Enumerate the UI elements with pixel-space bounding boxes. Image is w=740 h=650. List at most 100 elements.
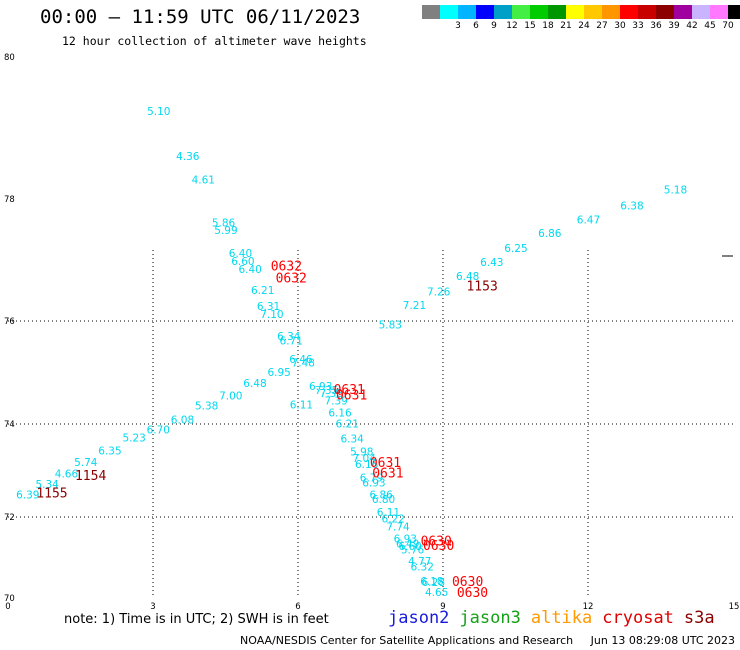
satellite-name: altika [530,608,593,628]
wave-height-value: 5.38 [195,401,218,413]
wave-height-value: 6.16 [355,459,379,471]
wave-height-value: 7.26 [427,286,451,298]
legend-swatch [512,5,530,19]
pass-time-label: 0631 [334,383,365,398]
legend-label: 12 [506,21,518,31]
wave-height-value: 6.32 [411,561,434,573]
satellite-name: jason2 [388,608,450,628]
wave-height-value: 5.99 [214,225,237,237]
legend-label: 30 [614,21,626,31]
wave-height-value: 6.71 [280,336,303,348]
legend-label: 42 [686,21,698,31]
legend-swatch [674,5,692,19]
wave-height-value: 6.93 [309,381,332,393]
wave-height-value: 6.21 [251,285,274,297]
legend-swatch [584,5,602,19]
wave-height-value: 7.00 [219,390,242,402]
wave-height-value: 6.22 [382,514,405,526]
wave-height-value: 7.74 [386,521,410,533]
legend-swatch [458,5,476,19]
wave-height-value: 4.36 [176,151,200,163]
wave-height-value: 6.35 [98,446,121,458]
legend-label: 33 [632,21,644,31]
pass-time-labels: 0632063206310631063106310630063006300630… [36,259,497,600]
satellite-name: s3a [683,608,715,628]
legend-swatch [530,5,548,19]
wave-height-value: 6.25 [504,243,527,255]
wave-height-value: 6.70 [147,424,170,436]
lat-tick-label: 78 [4,195,15,205]
wave-height-value: 6.49 [396,538,419,550]
wave-height-value: 6.08 [171,414,194,426]
wave-height-value: 5.76 [401,544,425,556]
wave-height-value: 6.60 [231,256,254,268]
legend-label: 36 [650,21,662,31]
legend-label: 18 [542,21,554,31]
wave-height-value: 6.11 [377,507,400,519]
wave-height-value: 6.40 [229,248,252,260]
wave-height-value: 5.18 [664,184,687,196]
legend-label: 27 [596,21,608,31]
lat-tick-label: 76 [4,317,15,327]
legend-swatch [620,5,638,19]
wave-height-value: 6.95 [267,367,290,379]
pass-time-label: 0631 [370,456,401,471]
pass-time-label: 1153 [466,280,497,295]
page-title: 00:00 – 11:59 UTC 06/11/2023 [40,6,361,28]
wave-height-value: 7.38 [320,388,343,400]
satellite-legend: jason2 jason3 altika cryosat s3a [388,608,725,628]
wave-height-value: 7.04 [353,453,377,465]
legend-swatch [710,5,728,19]
wave-height-value: 5.83 [379,320,402,332]
satellite-name: cryosat [602,608,674,628]
wave-height-value: 5.34 [35,479,59,491]
wave-height-value: 6.86 [369,489,393,501]
legend-swatch [692,5,710,19]
legend-swatch [476,5,494,19]
wave-height-value: 7.48 [292,357,315,369]
legend-label: 15 [524,21,536,31]
lat-tick-label: 74 [4,420,15,430]
legend-swatch [422,5,440,19]
legend-swatches [422,5,740,19]
wave-height-value: 5.74 [74,457,98,469]
wave-height-value: 6.21 [336,419,359,431]
lon-tick-label: 6 [295,602,300,612]
wave-height-value: 6.48 [456,271,479,283]
wave-height-value: 6.86 [538,228,562,240]
wave-height-value: 6.18 [420,576,443,588]
map-axis-labels: 80 78 76 74 72 700 3 6 9 12 15 [4,53,739,612]
legend-swatch [602,5,620,19]
wave-height-value: 6.93 [394,534,417,546]
legend-swatch [566,5,584,19]
legend-label: 39 [668,21,680,31]
wave-height-value: 6.34 [277,331,301,343]
wave-height-value: 6.11 [290,400,313,412]
timestamp: Jun 13 08:29:08 UTC 2023 [590,634,736,647]
footnote: note: 1) Time is in UTC; 2) SWH is in fe… [64,612,329,627]
wave-height-value: 6.80 [372,494,395,506]
lat-tick-label: 70 [4,594,15,604]
legend-label: 70 [722,21,734,31]
lat-tick-label: 72 [4,513,15,523]
pass-time-label: 0630 [457,586,488,601]
lon-tick-label: 15 [729,602,740,612]
wave-height-value: 6.16 [328,407,352,419]
pass-time-label: 1155 [36,486,67,501]
wave-height-value: 6.93 [362,477,385,489]
legend-swatch [728,5,740,19]
wave-height-value: 6.34 [340,434,364,446]
wave-height-value: 5.23 [122,433,145,445]
wave-height-value: 5.10 [147,106,170,118]
lon-tick-label: 9 [440,602,445,612]
wave-height-value: 6.48 [243,378,266,390]
lat-tick-label: 80 [4,53,15,63]
satellite-name: jason3 [459,608,521,628]
wave-height-value: 6.79 [360,473,383,485]
legend-swatch [548,5,566,19]
credit-text: NOAA/NESDIS Center for Satellite Applica… [240,634,574,647]
legend-swatch [656,5,674,19]
lon-tick-label: 3 [150,602,155,612]
